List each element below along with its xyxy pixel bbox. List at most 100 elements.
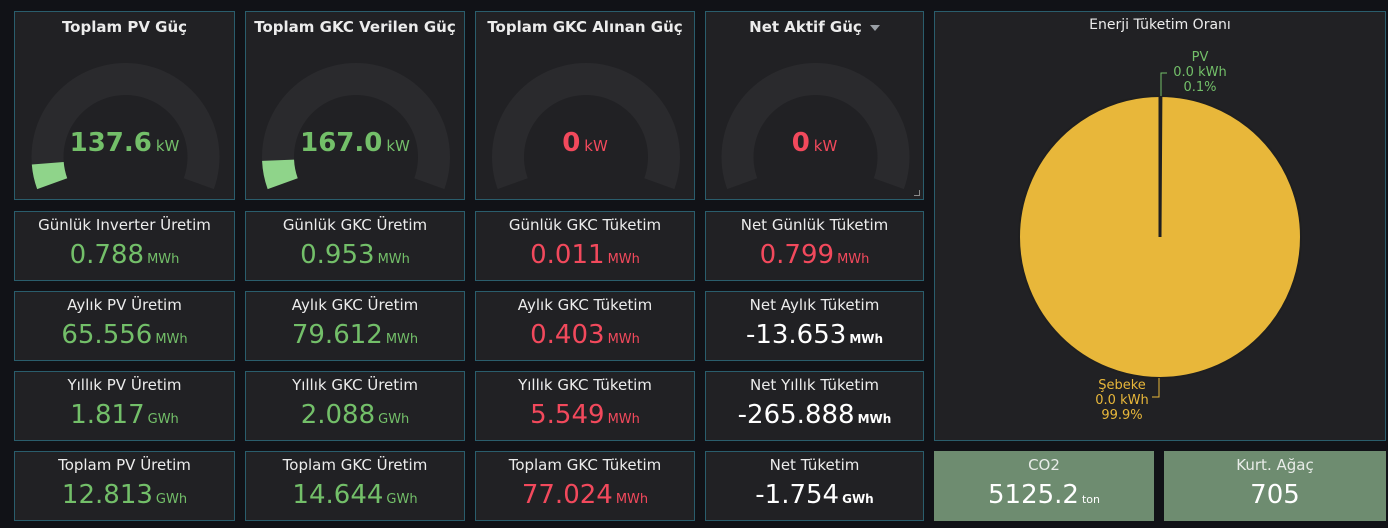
panel-title: Toplam PV Güç [61,18,188,36]
stat-title: Yıllık GKC Üretim [292,376,418,394]
gauge-unit: kW [584,137,608,155]
panel-title[interactable]: Net Aktif Güç [706,18,923,36]
pie-label-grid: Şebeke 0.0 kWh 99.9% [1081,378,1163,423]
stat-panel-net-daily-consumption[interactable]: Net Günlük Tüketim 0.799 MWh [705,211,924,281]
gauge-unit: kW [386,137,410,155]
gauge-number: 167.0 [300,128,383,158]
stat-value: 14.644 GWh [246,480,464,510]
stat-panel-monthly-gkc-production[interactable]: Aylık GKC Üretim 79.612 MWh [245,291,465,361]
stat-title: Yıllık GKC Tüketim [518,376,652,394]
pie-label-pv: PV 0.0 kWh 0.1% [1159,50,1241,95]
stat-title: Net Yıllık Tüketim [749,376,880,394]
gauge-fill [262,159,298,190]
gauge-arc [492,62,680,190]
gauge-track [492,62,680,190]
stat-number: 79.612 [291,320,383,350]
stat-unit: MWh [607,332,640,347]
stat-unit: MWh [607,252,640,267]
gauge-arc [721,62,910,190]
pie-leader-grid [1152,378,1160,398]
gauge-number: 0 [791,128,810,158]
stat-panel-monthly-gkc-consumption[interactable]: Aylık GKC Tüketim 0.403 MWh [475,291,695,361]
gauge-value: 167.0 kW [246,128,464,158]
panel-title: Toplam GKC Verilen Güç [254,18,456,36]
stat-title: Günlük Inverter Üretim [38,216,211,234]
stat-unit: GWh [378,412,410,427]
pie-label-pv-value: 0.0 kWh [1173,65,1227,80]
gauge-value: 137.6 kW [15,128,234,158]
stat-number: 0.953 [300,240,375,270]
pie-label-grid-name: Şebeke [1098,378,1146,393]
stat-unit: GWh [147,412,179,427]
stat-panel-net-monthly-consumption[interactable]: Net Aylık Tüketim -13.653 MWh [705,291,924,361]
stat-panel-monthly-pv-production[interactable]: Aylık PV Üretim 65.556 MWh [14,291,235,361]
panel-menu-caret-icon[interactable] [869,24,880,31]
stat-value: 5.549 MWh [476,400,694,430]
stat-number: -13.653 [745,320,847,350]
stat-title: Net Tüketim [769,456,860,474]
stat-panel-net-yearly-consumption[interactable]: Net Yıllık Tüketim -265.888 MWh [705,371,924,441]
stat-panel-yearly-pv-production[interactable]: Yıllık PV Üretim 1.817 GWh [14,371,235,441]
panel-resize-handle-icon[interactable] [914,190,920,196]
pie-chart [1018,72,1302,398]
pie-panel-energy-consumption-ratio[interactable]: Enerji Tüketim Oranı PV 0.0 kWh 0.1% Şeb… [934,11,1386,441]
gauge-value: 0 kW [706,128,923,158]
co2-unit: ton [1081,493,1100,506]
stat-unit: MWh [857,412,892,426]
stat-panel-yearly-gkc-production[interactable]: Yıllık GKC Üretim 2.088 GWh [245,371,465,441]
stat-number: 1.817 [70,400,145,430]
stat-value: 0.011 MWh [476,240,694,270]
gauge-track [721,62,910,190]
stat-number: 65.556 [61,320,153,350]
stat-value: 0.953 MWh [246,240,464,270]
stat-panel-total-pv-production[interactable]: Toplam PV Üretim 12.813 GWh [14,451,235,521]
pie-slice-pv[interactable] [1158,94,1163,238]
stat-panel-net-consumption[interactable]: Net Tüketim -1.754 GWh [705,451,924,521]
stat-unit: GWh [842,492,874,506]
stat-value: 0.799 MWh [706,240,923,270]
stat-title: Toplam PV Üretim [58,456,191,474]
saved-trees-value: 705 [1250,480,1300,510]
stat-number: 12.813 [61,480,153,510]
pie-label-pv-percent: 0.1% [1183,80,1217,95]
stat-number: 14.644 [292,480,384,510]
gauge-number: 0 [562,128,581,158]
gauge-panel-total-gkc-delivered-power[interactable]: Toplam GKC Verilen Güç 167.0 kW [245,11,465,200]
stat-title: Net Aylık Tüketim [749,296,880,314]
co2-panel[interactable]: CO2 5125.2 ton [934,451,1154,521]
stat-panel-total-gkc-production[interactable]: Toplam GKC Üretim 14.644 GWh [245,451,465,521]
gauge-arc [31,62,220,190]
stat-panel-total-gkc-consumption[interactable]: Toplam GKC Tüketim 77.024 MWh [475,451,695,521]
stat-unit: GWh [386,492,418,507]
stat-number: 0.799 [759,240,835,270]
stat-value: 1.817 GWh [15,400,234,430]
co2-number: 5125.2 [988,480,1079,510]
stat-panel-daily-inverter-production[interactable]: Günlük Inverter Üretim 0.788 MWh [14,211,235,281]
stat-title: Günlük GKC Tüketim [508,216,662,234]
stat-title: Günlük GKC Üretim [282,216,428,234]
gauge-fill [31,161,68,190]
gauge-panel-total-gkc-received-power[interactable]: Toplam GKC Alınan Güç 0 kW [475,11,695,200]
stat-panel-daily-gkc-consumption[interactable]: Günlük GKC Tüketim 0.011 MWh [475,211,695,281]
gauge-panel-net-active-power[interactable]: Net Aktif Güç 0 kW [705,11,924,200]
saved-trees-panel[interactable]: Kurt. Ağaç 705 [1164,451,1386,521]
stat-title: Aylık PV Üretim [67,296,182,314]
gauge-panel-total-pv-power[interactable]: Toplam PV Güç 137.6 kW [14,11,235,200]
stat-panel-yearly-gkc-consumption[interactable]: Yıllık GKC Tüketim 5.549 MWh [475,371,695,441]
stat-title: Net Günlük Tüketim [740,216,889,234]
stat-value: -265.888 MWh [706,400,923,430]
stat-unit: MWh [377,252,410,267]
stat-value: 2.088 GWh [246,400,464,430]
stat-value: -13.653 MWh [706,320,923,350]
stat-value: 0.788 MWh [15,240,234,270]
stat-unit: MWh [615,492,649,507]
stat-title: Toplam GKC Üretim [282,456,428,474]
stat-value: 0.403 MWh [476,320,694,350]
stat-unit: MWh [147,252,180,267]
panel-title-text: Net Aktif Güç [749,18,862,36]
pie-label-grid-percent: 99.9% [1101,408,1143,423]
stat-number: 5.549 [530,400,605,430]
pie-title: Enerji Tüketim Oranı [1089,17,1231,33]
stat-panel-daily-gkc-production[interactable]: Günlük GKC Üretim 0.953 MWh [245,211,465,281]
stat-title: Yıllık PV Üretim [67,376,182,394]
